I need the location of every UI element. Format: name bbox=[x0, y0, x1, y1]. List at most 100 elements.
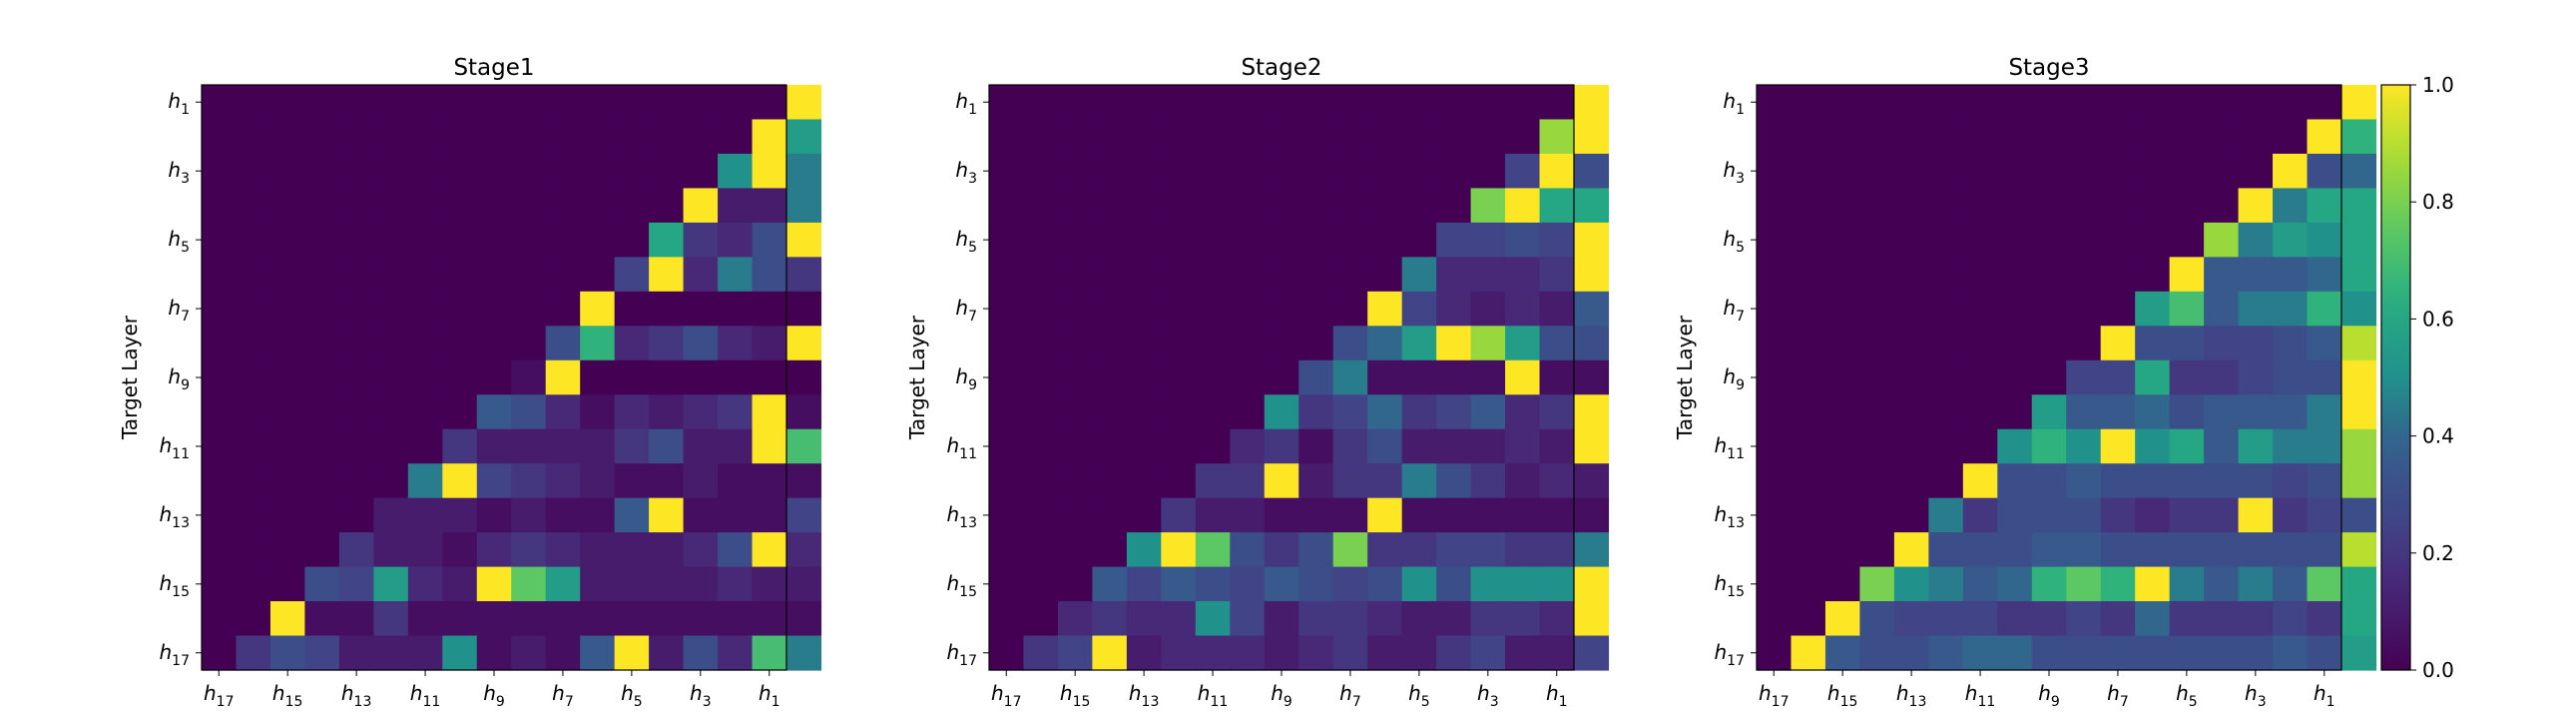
heatmap-cell bbox=[1332, 601, 1368, 637]
heatmap-cell bbox=[202, 601, 238, 637]
heatmap-cell bbox=[683, 119, 719, 155]
heatmap-cell bbox=[2273, 497, 2309, 533]
heatmap-cell bbox=[2204, 463, 2240, 499]
heatmap-cell bbox=[1367, 497, 1403, 533]
heatmap-cell bbox=[1505, 463, 1541, 499]
heatmap-cell bbox=[1470, 497, 1506, 533]
heatmap-cell bbox=[1505, 291, 1541, 327]
heatmap-cell bbox=[2341, 601, 2377, 637]
heatmap-cell bbox=[752, 291, 787, 327]
x-tick-label: h5 bbox=[1408, 681, 1430, 710]
heatmap-cell bbox=[304, 222, 340, 258]
heatmap-cell bbox=[1859, 326, 1895, 361]
heatmap-cell bbox=[1791, 153, 1826, 190]
heatmap-cell bbox=[580, 463, 616, 499]
heatmap-cell bbox=[1298, 394, 1334, 430]
heatmap-cell bbox=[338, 359, 374, 395]
heatmap-cell bbox=[752, 188, 787, 224]
heatmap-cell bbox=[1791, 257, 1826, 293]
heatmap-cell bbox=[1195, 85, 1231, 121]
heatmap-cell bbox=[1332, 326, 1368, 361]
heatmap-cell bbox=[338, 601, 374, 637]
heatmap-cell bbox=[2169, 291, 2205, 327]
heatmap-cell bbox=[683, 601, 719, 637]
heatmap-cell bbox=[718, 359, 754, 395]
heatmap-cell bbox=[1824, 257, 1861, 293]
heatmap-cell bbox=[269, 394, 306, 430]
heatmap-cell bbox=[2135, 359, 2171, 395]
heatmap-cell bbox=[545, 532, 581, 568]
heatmap-cell bbox=[752, 497, 787, 533]
heatmap-cell bbox=[1332, 119, 1368, 155]
x-tick-label: h5 bbox=[621, 681, 643, 710]
heatmap-cell bbox=[2066, 532, 2102, 568]
heatmap-cell bbox=[1757, 222, 1793, 258]
colorbar-gradient bbox=[2380, 84, 2411, 671]
heatmap-cell bbox=[1195, 394, 1231, 430]
heatmap-cell bbox=[1539, 153, 1575, 190]
heatmap-cell bbox=[1574, 326, 1610, 361]
heatmap-cell bbox=[1436, 428, 1472, 464]
heatmap-cell bbox=[786, 566, 822, 602]
heatmap-cell bbox=[1195, 428, 1231, 464]
heatmap-cell bbox=[2273, 601, 2309, 637]
heatmap-cell bbox=[1436, 291, 1472, 327]
heatmap-cell bbox=[236, 635, 271, 671]
heatmap-cell bbox=[1092, 428, 1128, 464]
heatmap-cell bbox=[2341, 532, 2377, 568]
x-tick-label: h11 bbox=[1198, 681, 1229, 710]
x-tick-label: h11 bbox=[1965, 681, 1996, 710]
heatmap-cell bbox=[1928, 257, 1964, 293]
heatmap-cell bbox=[1161, 222, 1197, 258]
y-tick-label: h9 bbox=[168, 364, 190, 393]
heatmap-cell bbox=[649, 153, 685, 190]
heatmap-cell bbox=[580, 359, 616, 395]
heatmap-cell bbox=[2100, 326, 2136, 361]
heatmap-cell bbox=[338, 326, 374, 361]
heatmap-cell bbox=[1859, 463, 1895, 499]
heatmap-cell bbox=[1574, 394, 1610, 430]
heatmap-cell bbox=[1367, 601, 1403, 637]
heatmap-cell bbox=[683, 359, 719, 395]
y-axis-label: Target Layer bbox=[118, 315, 142, 440]
heatmap-cell bbox=[2169, 359, 2205, 395]
heatmap-cell bbox=[1367, 85, 1403, 121]
heatmap-cell bbox=[2238, 257, 2274, 293]
heatmap-cell bbox=[476, 119, 512, 155]
heatmap-cell bbox=[1824, 601, 1861, 637]
heatmap-cell bbox=[1757, 326, 1793, 361]
heatmap-cell bbox=[1367, 359, 1403, 395]
heatmap-cell bbox=[718, 222, 754, 258]
heatmap-cell bbox=[1928, 463, 1964, 499]
heatmap-cell bbox=[1962, 119, 1998, 155]
heatmap-cell bbox=[2135, 532, 2171, 568]
heatmap-cell bbox=[373, 497, 409, 533]
heatmap-cell bbox=[1023, 326, 1059, 361]
heatmap-cell bbox=[1436, 532, 1472, 568]
heatmap-cell bbox=[407, 428, 443, 464]
heatmap-cell bbox=[1057, 153, 1094, 190]
heatmap-cell bbox=[1092, 257, 1128, 293]
heatmap-cell bbox=[373, 257, 409, 293]
heatmap-cell bbox=[2307, 222, 2342, 258]
heatmap-cell bbox=[236, 532, 271, 568]
heatmap-cell bbox=[236, 257, 271, 293]
heatmap-cell bbox=[407, 359, 443, 395]
heatmap-cell bbox=[1401, 566, 1437, 602]
heatmap-cell bbox=[476, 257, 512, 293]
heatmap-cell bbox=[545, 85, 581, 121]
heatmap-cell bbox=[1539, 463, 1575, 499]
heatmap-cell bbox=[476, 497, 512, 533]
heatmap-cell bbox=[1264, 635, 1299, 671]
heatmap-cell bbox=[269, 428, 306, 464]
heatmap-cell bbox=[2135, 326, 2171, 361]
heatmap-cell bbox=[1401, 119, 1437, 155]
heatmap-cell bbox=[1230, 326, 1266, 361]
x-tick-label: h1 bbox=[759, 681, 780, 710]
heatmap-cell bbox=[1928, 85, 1964, 121]
heatmap-cell bbox=[1893, 463, 1929, 499]
x-tick-label: h15 bbox=[1827, 681, 1858, 710]
heatmap-cell bbox=[2100, 532, 2136, 568]
heatmap-cell bbox=[2341, 359, 2377, 395]
